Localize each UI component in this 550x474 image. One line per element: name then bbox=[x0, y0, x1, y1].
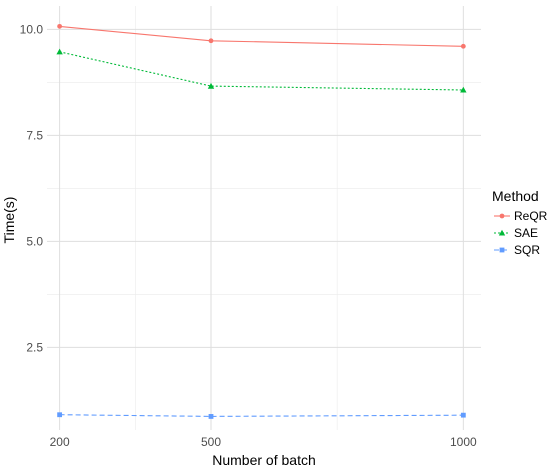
data-point-reqr bbox=[57, 23, 63, 29]
grid bbox=[47, 6, 481, 430]
x-tick-label: 1000 bbox=[450, 435, 477, 449]
series-layer bbox=[56, 23, 467, 419]
legend-title: Method bbox=[492, 188, 539, 204]
y-axis-title: Time(s) bbox=[1, 197, 17, 244]
legend-label: SAE bbox=[514, 226, 538, 240]
series-line-sqr bbox=[59, 414, 464, 417]
data-point-sae bbox=[207, 82, 215, 89]
x-tick-label: 200 bbox=[50, 435, 70, 449]
legend-key-marker bbox=[498, 229, 506, 236]
axes: 2.5 5.0 7.5 10.0 200 500 1000 bbox=[20, 22, 477, 449]
data-point-sqr bbox=[460, 412, 466, 418]
y-tick-label: 10.0 bbox=[20, 22, 44, 36]
legend-items: ReQR SAE SQR bbox=[494, 209, 548, 257]
data-point-reqr bbox=[208, 38, 214, 44]
legend-label: ReQR bbox=[514, 209, 548, 223]
x-axis-title: Number of batch bbox=[212, 452, 316, 468]
data-point-sae bbox=[56, 48, 63, 55]
legend-item-sqr: SQR bbox=[494, 243, 540, 257]
data-point-sqr bbox=[57, 412, 63, 418]
legend-item-sae: SAE bbox=[494, 226, 538, 240]
data-point-sae bbox=[460, 86, 467, 93]
x-tick-label: 500 bbox=[201, 435, 221, 449]
data-point-reqr bbox=[460, 43, 466, 49]
legend-item-reqr: ReQR bbox=[494, 209, 548, 223]
y-tick-label: 7.5 bbox=[26, 128, 43, 142]
data-point-sqr bbox=[208, 414, 214, 419]
legend: Method ReQR SAE SQR bbox=[492, 188, 548, 257]
legend-label: SQR bbox=[514, 243, 540, 257]
y-tick-label: 5.0 bbox=[26, 234, 43, 248]
legend-key-marker bbox=[499, 247, 505, 253]
y-tick-label: 2.5 bbox=[26, 340, 43, 354]
legend-key-marker bbox=[499, 213, 505, 219]
